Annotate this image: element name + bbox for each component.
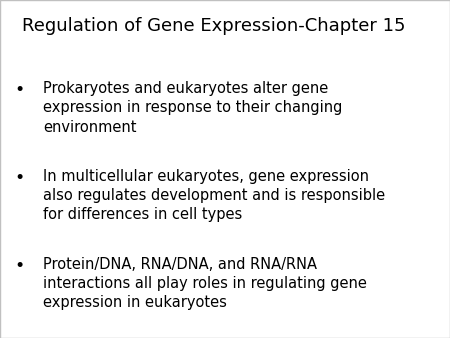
Text: •: • (14, 81, 25, 99)
Text: Prokaryotes and eukaryotes alter gene
expression in response to their changing
e: Prokaryotes and eukaryotes alter gene ex… (43, 81, 342, 135)
Text: •: • (14, 257, 25, 275)
Text: •: • (14, 169, 25, 187)
Text: Protein/DNA, RNA/DNA, and RNA/RNA
interactions all play roles in regulating gene: Protein/DNA, RNA/DNA, and RNA/RNA intera… (43, 257, 367, 310)
Text: In multicellular eukaryotes, gene expression
also regulates development and is r: In multicellular eukaryotes, gene expres… (43, 169, 385, 222)
Text: Regulation of Gene Expression-Chapter 15: Regulation of Gene Expression-Chapter 15 (22, 17, 406, 35)
